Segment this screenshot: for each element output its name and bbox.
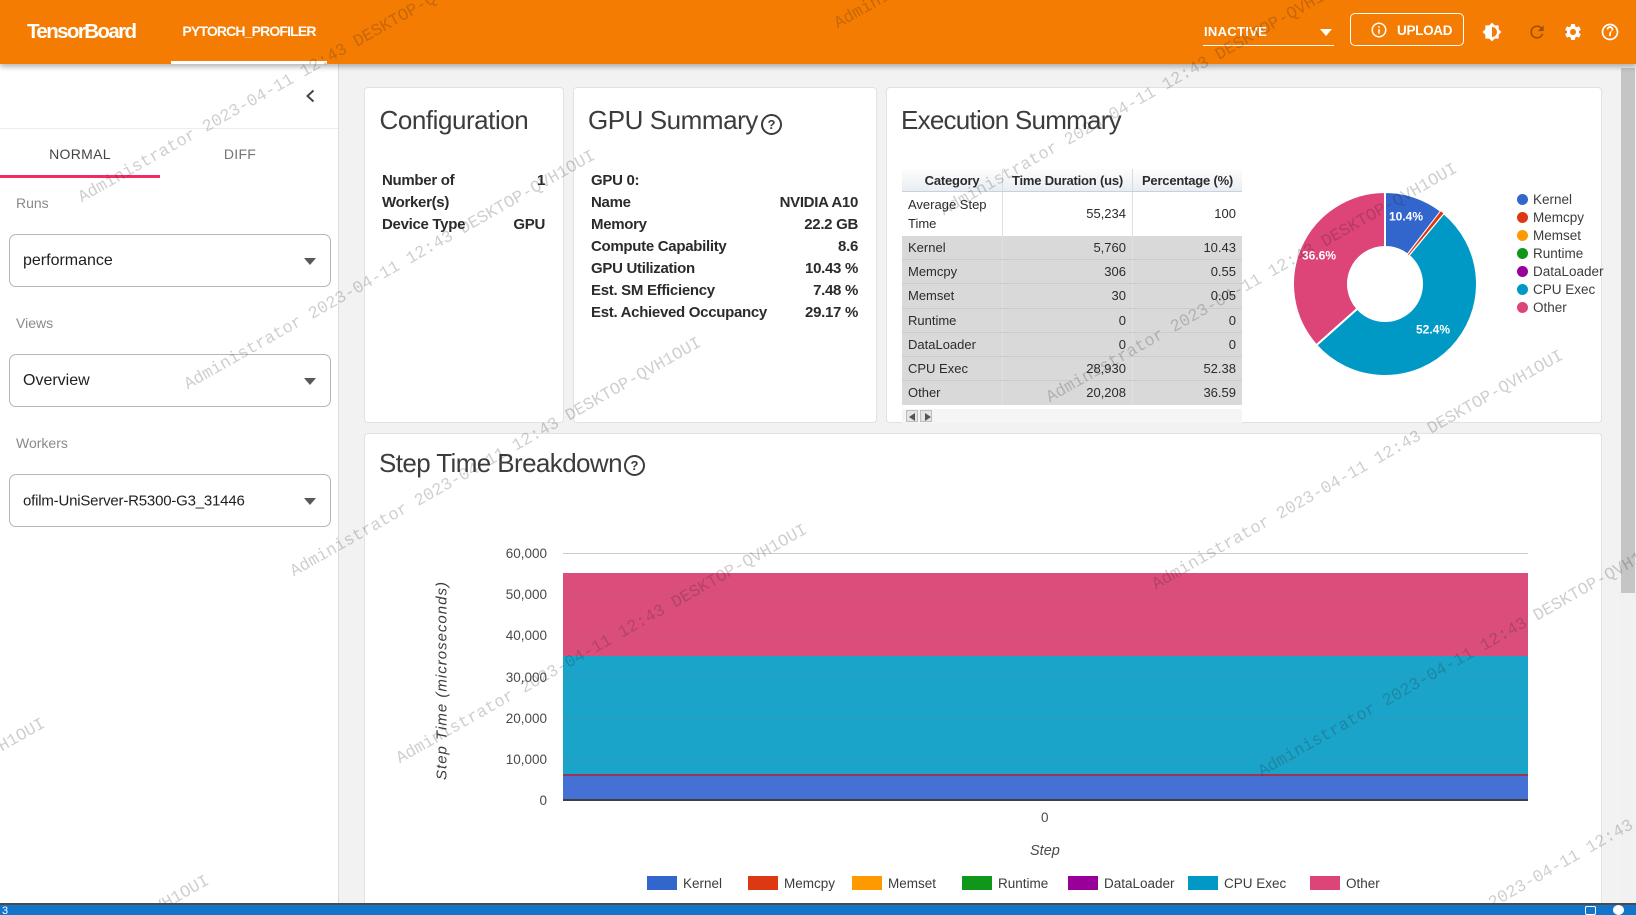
svg-text:52.4%: 52.4% xyxy=(1416,323,1450,337)
svg-text:36.6%: 36.6% xyxy=(1302,249,1336,263)
svg-text:10.4%: 10.4% xyxy=(1389,210,1423,224)
